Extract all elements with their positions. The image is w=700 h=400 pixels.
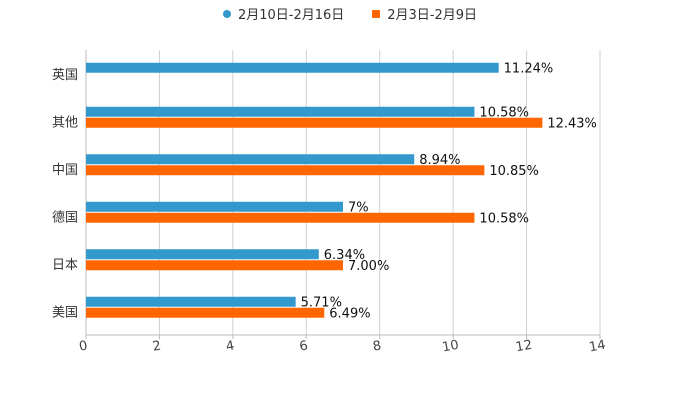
- category-label-4: 日本: [52, 258, 78, 273]
- bar-series-2-1[interactable]: [86, 117, 543, 128]
- bar-series-1-0[interactable]: [86, 62, 499, 73]
- data-label-series-1-2: 8.94%: [419, 153, 460, 168]
- x-tick-label-2: 4: [225, 338, 236, 354]
- data-label-series-2-4: 7.00%: [348, 259, 389, 274]
- x-tick-label-1: 2: [151, 338, 162, 354]
- data-label-series-1-0: 11.24%: [504, 61, 554, 76]
- x-tick-label-0: 0: [78, 338, 89, 354]
- legend-item-series-1[interactable]: 2月10日-2月16日: [222, 4, 345, 23]
- bar-series-2-4[interactable]: [86, 260, 343, 271]
- legend-label-series-2: 2月3日-2月9日: [387, 8, 478, 23]
- data-label-series-1-1: 10.58%: [479, 105, 529, 120]
- data-label-series-1-5: 5.71%: [301, 295, 342, 310]
- legend-marker-series-2: [372, 9, 381, 18]
- category-label-3: 德国: [52, 210, 78, 225]
- x-tick-label-5: 10: [441, 338, 460, 356]
- bar-series-1-1[interactable]: [86, 106, 475, 117]
- category-label-5: 美国: [52, 305, 78, 320]
- x-tick-label-4: 8: [372, 338, 383, 354]
- x-tick-label-7: 14: [588, 338, 607, 356]
- bar-series-1-2[interactable]: [86, 154, 415, 165]
- legend-label-series-1: 2月10日-2月16日: [237, 8, 345, 23]
- bar-series-1-4[interactable]: [86, 249, 319, 260]
- bar-series-2-3[interactable]: [86, 212, 475, 223]
- data-label-series-2-5: 6.49%: [329, 306, 370, 321]
- data-label-series-1-3: 7%: [348, 200, 369, 215]
- legend-marker-series-1: [222, 9, 231, 18]
- bar-series-2-2[interactable]: [86, 165, 485, 176]
- x-tick-label-3: 6: [298, 338, 309, 354]
- data-label-series-2-2: 10.85%: [489, 164, 539, 179]
- category-label-1: 其他: [52, 115, 78, 130]
- data-label-series-1-4: 6.34%: [324, 248, 365, 263]
- legend: 2月10日-2月16日 2月3日-2月9日: [0, 4, 700, 23]
- bar-series-2-5[interactable]: [86, 307, 325, 318]
- category-label-2: 中国: [52, 163, 78, 178]
- bar-series-1-5[interactable]: [86, 296, 296, 307]
- x-tick-label-6: 12: [515, 338, 534, 356]
- data-label-series-2-3: 10.58%: [479, 211, 529, 226]
- category-label-0: 英国: [52, 68, 78, 83]
- legend-item-series-2[interactable]: 2月3日-2月9日: [372, 4, 477, 23]
- bar-series-1-3[interactable]: [86, 201, 343, 212]
- data-label-series-2-1: 12.43%: [547, 116, 597, 131]
